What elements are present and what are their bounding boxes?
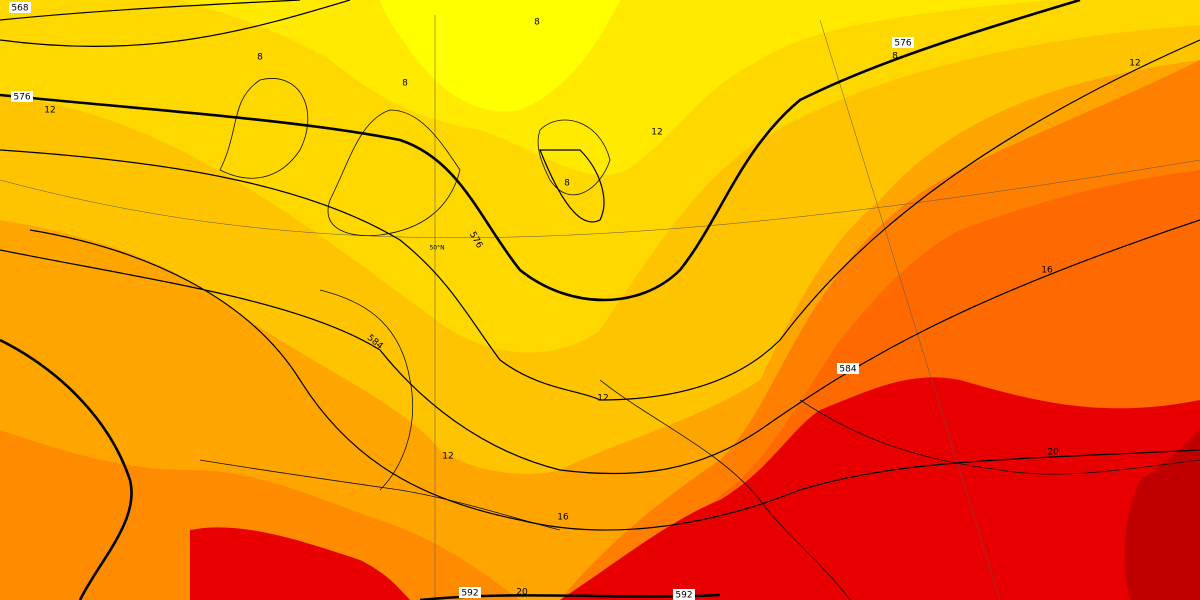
label-box — [892, 37, 914, 48]
contour-label: 592 — [461, 589, 478, 599]
temp-label: 12 — [44, 106, 55, 116]
label-box — [11, 91, 33, 102]
temp-label: 16 — [1041, 266, 1053, 276]
zone-yellow-bright — [380, 0, 620, 112]
isoline — [0, 0, 351, 48]
temp-label: 8 — [534, 18, 540, 28]
label-box — [837, 363, 859, 374]
parallel — [0, 159, 1200, 238]
isoline-576 — [0, 0, 1081, 302]
isoline — [539, 149, 605, 223]
label-box — [459, 587, 481, 598]
isoline — [0, 219, 1200, 475]
contour-label: 576 — [13, 93, 30, 103]
zone-red — [560, 377, 1200, 600]
temp-label: 8 — [564, 179, 570, 189]
isoline-584 — [0, 338, 133, 600]
zone-yellow — [180, 0, 1050, 176]
meridian — [819, 19, 1001, 600]
coastline — [199, 289, 561, 531]
coastline — [327, 109, 461, 236]
coastline — [537, 119, 611, 196]
label-box — [673, 589, 695, 600]
contour-label: 584 — [839, 365, 856, 375]
temp-label: 8 — [257, 53, 263, 63]
temp-label: 12 — [651, 128, 662, 138]
temp-label: 20 — [1047, 448, 1059, 458]
label-box — [9, 2, 31, 13]
temp-label: 8 — [402, 79, 408, 89]
temp-label: 12 — [1129, 59, 1140, 69]
isoline — [0, 0, 301, 21]
isoline — [0, 39, 1200, 401]
temp-label: 16 — [557, 513, 569, 523]
temp-label: 12 — [442, 452, 453, 462]
temperature-labels: 8 8 8 8 8 12 12 12 12 12 16 16 20 20 — [44, 18, 1140, 598]
latitude-label: 50°N — [429, 245, 444, 252]
isoline — [29, 229, 1200, 531]
temp-label: 20 — [516, 588, 528, 598]
coastline — [599, 379, 1200, 600]
zone-dark-orange-sw — [0, 430, 520, 600]
contour-label: 576 — [894, 39, 911, 49]
zone-red-sw — [190, 527, 410, 600]
contour-label: 592 — [675, 591, 692, 600]
temp-label: 12 — [597, 394, 608, 404]
zone-dark-red — [1124, 430, 1200, 600]
contour-label: 568 — [11, 4, 28, 14]
zone-yellow-light — [0, 0, 1200, 353]
temp-label: 8 — [892, 52, 898, 62]
